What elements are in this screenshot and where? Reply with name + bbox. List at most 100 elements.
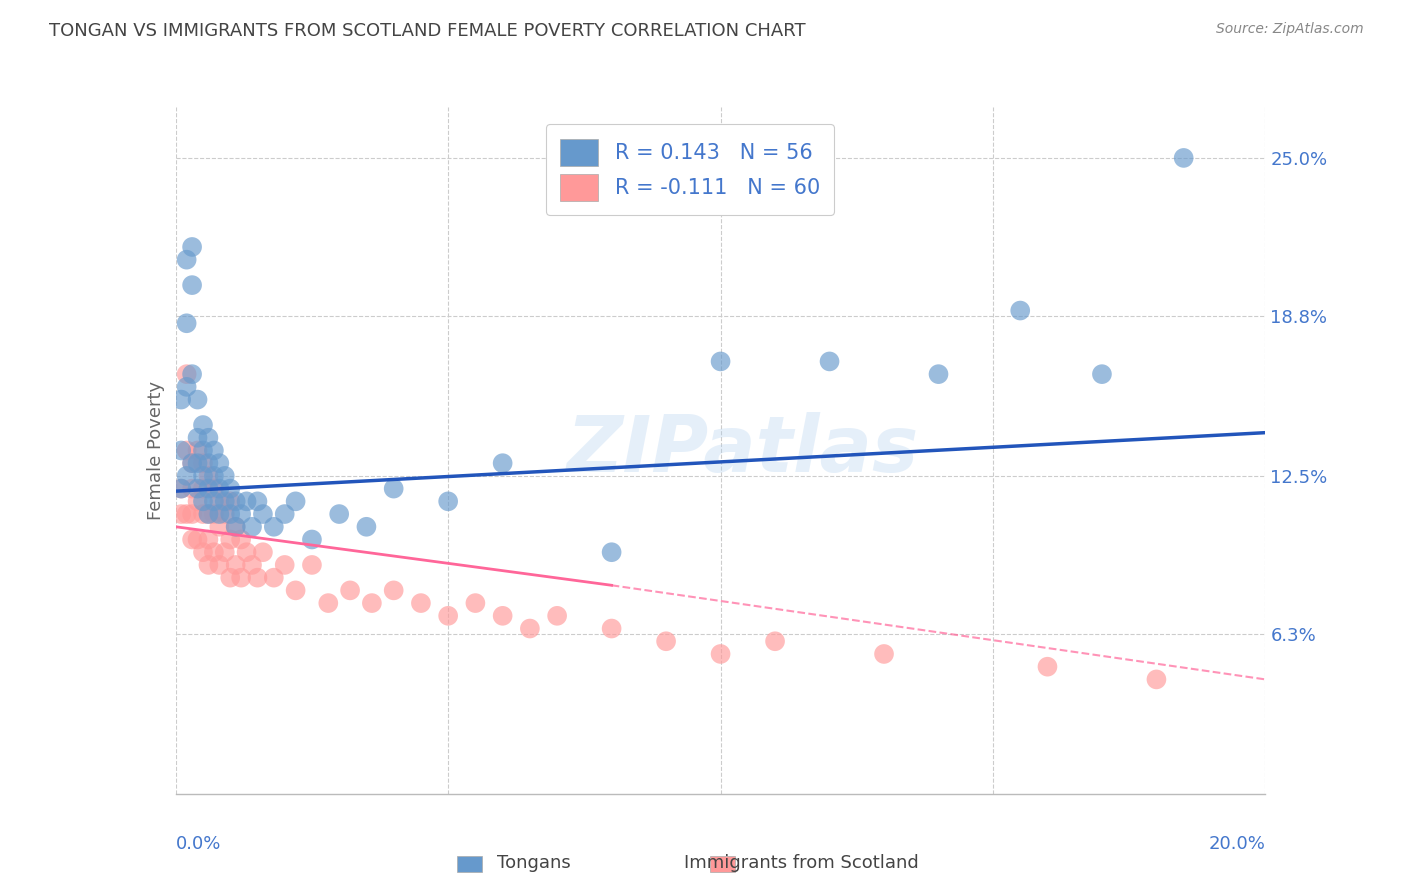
Bar <box>710 856 735 872</box>
Point <box>202 469 225 483</box>
Point <box>214 494 236 508</box>
Point <box>382 583 405 598</box>
Point <box>252 507 274 521</box>
Point <box>328 507 350 521</box>
Point <box>1144 673 1167 687</box>
Point <box>191 494 214 508</box>
Point <box>225 520 247 534</box>
Text: 20.0%: 20.0% <box>1209 835 1265 853</box>
Bar <box>457 856 482 872</box>
Point <box>181 533 204 547</box>
Point <box>186 456 209 470</box>
Text: ZIPatlas: ZIPatlas <box>567 412 918 489</box>
Point <box>1173 151 1195 165</box>
Point <box>176 367 198 381</box>
Point <box>240 520 263 534</box>
Text: Immigrants from Scotland: Immigrants from Scotland <box>685 855 918 872</box>
Point <box>176 507 198 521</box>
Point <box>181 367 204 381</box>
Point <box>202 494 225 508</box>
Point <box>339 583 361 598</box>
Point <box>240 558 263 572</box>
Point <box>186 494 209 508</box>
Point <box>710 354 733 368</box>
Point <box>219 482 242 496</box>
Point <box>202 507 225 521</box>
Text: Tongans: Tongans <box>498 855 571 872</box>
Point <box>202 545 225 559</box>
Point <box>197 431 219 445</box>
Point <box>225 520 247 534</box>
Point <box>492 608 515 623</box>
Point <box>197 558 219 572</box>
Point <box>437 608 460 623</box>
Point <box>208 520 231 534</box>
Point <box>246 571 269 585</box>
Point <box>197 533 219 547</box>
Point <box>231 571 253 585</box>
Point <box>219 571 242 585</box>
Point <box>170 482 193 496</box>
Point <box>191 417 214 432</box>
Point <box>181 456 204 470</box>
Point <box>464 596 486 610</box>
Point <box>655 634 678 648</box>
Point <box>208 507 231 521</box>
Point <box>274 558 297 572</box>
Text: TONGAN VS IMMIGRANTS FROM SCOTLAND FEMALE POVERTY CORRELATION CHART: TONGAN VS IMMIGRANTS FROM SCOTLAND FEMAL… <box>49 22 806 40</box>
Point <box>318 596 340 610</box>
Legend: R = 0.143   N = 56, R = -0.111   N = 60: R = 0.143 N = 56, R = -0.111 N = 60 <box>546 124 834 215</box>
Point <box>202 482 225 496</box>
Point <box>600 622 623 636</box>
Point <box>219 533 242 547</box>
Point <box>382 482 405 496</box>
Point <box>191 456 214 470</box>
Point <box>170 482 193 496</box>
Point <box>225 494 247 508</box>
Y-axis label: Female Poverty: Female Poverty <box>146 381 165 520</box>
Point <box>231 507 253 521</box>
Point <box>225 558 247 572</box>
Point <box>176 443 198 458</box>
Point <box>263 520 285 534</box>
Point <box>197 507 219 521</box>
Point <box>202 443 225 458</box>
Point <box>191 482 214 496</box>
Point <box>181 482 204 496</box>
Point <box>181 507 204 521</box>
Point <box>176 380 198 394</box>
Point <box>1010 303 1032 318</box>
Point <box>176 252 198 267</box>
Point <box>437 494 460 508</box>
Point <box>170 507 193 521</box>
Point <box>181 240 204 254</box>
Point <box>208 494 231 508</box>
Point <box>208 456 231 470</box>
Point <box>197 482 219 496</box>
Point <box>186 482 209 496</box>
Point <box>301 533 323 547</box>
Point <box>176 469 198 483</box>
Point <box>231 533 253 547</box>
Point <box>208 482 231 496</box>
Point <box>186 431 209 445</box>
Point <box>274 507 297 521</box>
Point <box>186 443 209 458</box>
Point <box>710 647 733 661</box>
Point <box>818 354 841 368</box>
Point <box>214 507 236 521</box>
Point <box>186 533 209 547</box>
Point <box>191 507 214 521</box>
Point <box>181 278 204 293</box>
Point <box>181 456 204 470</box>
Point <box>246 494 269 508</box>
Point <box>360 596 382 610</box>
Point <box>356 520 378 534</box>
Point <box>219 494 242 508</box>
Point <box>214 545 236 559</box>
Point <box>191 545 214 559</box>
Point <box>873 647 896 661</box>
Point <box>186 392 209 407</box>
Point <box>546 608 568 623</box>
Point <box>409 596 432 610</box>
